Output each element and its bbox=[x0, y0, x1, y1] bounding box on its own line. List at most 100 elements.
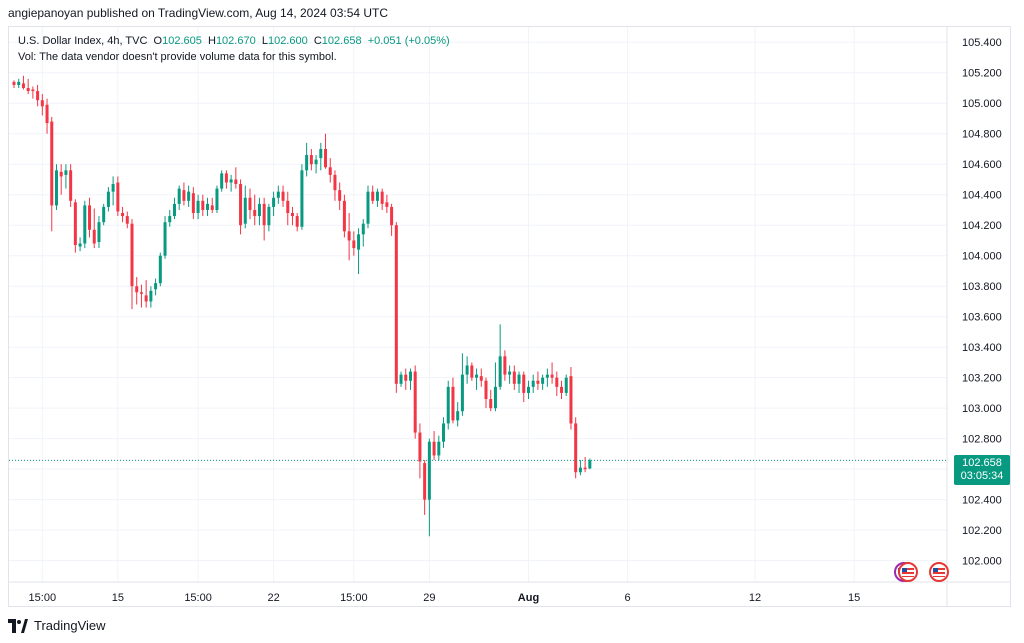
chart-legend: U.S. Dollar Index, 4h, TVC O102.605 H102… bbox=[18, 33, 450, 65]
candle-body bbox=[224, 173, 228, 183]
candle-body bbox=[475, 374, 479, 378]
candle-body bbox=[168, 216, 172, 223]
candle-body bbox=[583, 467, 587, 470]
candle-body bbox=[319, 148, 323, 159]
candle-body bbox=[281, 191, 285, 201]
y-tick-label: 102.800 bbox=[962, 434, 1002, 446]
candle-body bbox=[234, 179, 238, 185]
x-tick-label: 6 bbox=[625, 592, 631, 604]
x-tick-label: 15:00 bbox=[29, 592, 57, 604]
candle-body bbox=[69, 170, 73, 201]
candle-body bbox=[390, 206, 394, 226]
y-tick-label: 103.600 bbox=[962, 312, 1002, 324]
candle-body bbox=[517, 374, 521, 384]
us-flag-icon[interactable] bbox=[929, 562, 949, 582]
candle-body bbox=[489, 399, 493, 409]
candle-body bbox=[196, 200, 200, 214]
candle-body bbox=[456, 411, 460, 421]
candle-body bbox=[470, 365, 474, 378]
x-tick-label: 29 bbox=[423, 592, 435, 604]
candle-body bbox=[267, 206, 271, 226]
candle-body bbox=[413, 371, 417, 433]
candle-body bbox=[536, 380, 540, 384]
y-tick-label: 102.000 bbox=[962, 556, 1002, 568]
candle-body bbox=[215, 188, 219, 210]
candle-body bbox=[154, 283, 158, 290]
candle-body bbox=[347, 231, 351, 241]
candle-body bbox=[498, 356, 502, 387]
y-tick-label: 104.200 bbox=[962, 220, 1002, 232]
x-tick-label: 15 bbox=[848, 592, 860, 604]
candle-body bbox=[385, 202, 389, 207]
y-tick-label: 103.000 bbox=[962, 403, 1002, 415]
candle-body bbox=[73, 202, 77, 246]
candle-body bbox=[239, 184, 243, 226]
candle-body bbox=[465, 365, 469, 375]
y-tick-label: 102.400 bbox=[962, 495, 1002, 507]
candle-body bbox=[144, 295, 148, 302]
candle-body bbox=[574, 423, 578, 473]
candle-body bbox=[309, 155, 313, 165]
candle-body bbox=[564, 377, 568, 393]
footer-brand[interactable]: TradingView bbox=[8, 618, 106, 633]
legend-ohlc-row: U.S. Dollar Index, 4h, TVC O102.605 H102… bbox=[18, 33, 450, 49]
candle-body bbox=[111, 184, 115, 192]
candle-body bbox=[380, 191, 384, 204]
candle-body bbox=[295, 216, 299, 227]
last-price-value: 102.658 bbox=[962, 457, 1002, 469]
candle-body bbox=[191, 193, 195, 214]
candle-body bbox=[512, 371, 516, 384]
candle-body bbox=[432, 441, 436, 456]
candle-body bbox=[26, 87, 30, 92]
y-tick-label: 105.400 bbox=[962, 37, 1002, 49]
candle-body bbox=[286, 200, 290, 214]
candle-body bbox=[158, 255, 162, 284]
candle-body bbox=[508, 371, 512, 375]
candle-body bbox=[12, 81, 16, 85]
legend-symbol: U.S. Dollar Index, 4h, TVC bbox=[18, 35, 148, 47]
candle-body bbox=[276, 191, 280, 198]
candle-body bbox=[36, 91, 40, 101]
candle-body bbox=[248, 197, 252, 210]
candle-body bbox=[399, 374, 403, 384]
candle-body bbox=[54, 170, 58, 206]
candle-body bbox=[210, 205, 214, 210]
candle-body bbox=[545, 374, 549, 378]
us-flag-icon[interactable] bbox=[898, 562, 918, 582]
legend-high-value: 102.670 bbox=[215, 35, 256, 47]
candle-body bbox=[17, 81, 21, 85]
candle-body bbox=[560, 386, 564, 393]
legend-change: +0.051 (+0.05%) bbox=[367, 35, 450, 47]
x-tick-label: 12 bbox=[749, 592, 761, 604]
candle-body bbox=[526, 386, 530, 393]
candle-body bbox=[78, 243, 82, 247]
chart-frame[interactable] bbox=[8, 26, 1011, 607]
candle-body bbox=[555, 377, 559, 387]
candle-body bbox=[253, 209, 257, 217]
candle-body bbox=[437, 441, 441, 456]
y-tick-label: 102.200 bbox=[962, 525, 1002, 537]
candle-body bbox=[427, 441, 431, 500]
candle-body bbox=[442, 423, 446, 442]
candle-body bbox=[102, 206, 106, 223]
candle-body bbox=[290, 213, 294, 217]
candle-body bbox=[130, 223, 134, 287]
candle-body bbox=[64, 170, 68, 175]
candle-body bbox=[97, 222, 101, 242]
y-tick-label: 103.200 bbox=[962, 373, 1002, 385]
volume-note: Vol: The data vendor doesn't provide vol… bbox=[18, 51, 337, 63]
candle-body bbox=[229, 179, 233, 183]
candle-body bbox=[531, 380, 535, 387]
candle-body bbox=[300, 170, 304, 227]
x-tick-label: 15 bbox=[112, 592, 124, 604]
candle-body bbox=[578, 467, 582, 473]
candle-body bbox=[569, 376, 573, 424]
y-tick-label: 105.000 bbox=[962, 98, 1002, 110]
y-tick-label: 104.600 bbox=[962, 159, 1002, 171]
y-tick-label: 105.200 bbox=[962, 68, 1002, 80]
candle-body bbox=[324, 148, 328, 168]
candle-body bbox=[305, 155, 309, 171]
candle-body bbox=[149, 290, 153, 302]
candle-body bbox=[45, 104, 49, 124]
